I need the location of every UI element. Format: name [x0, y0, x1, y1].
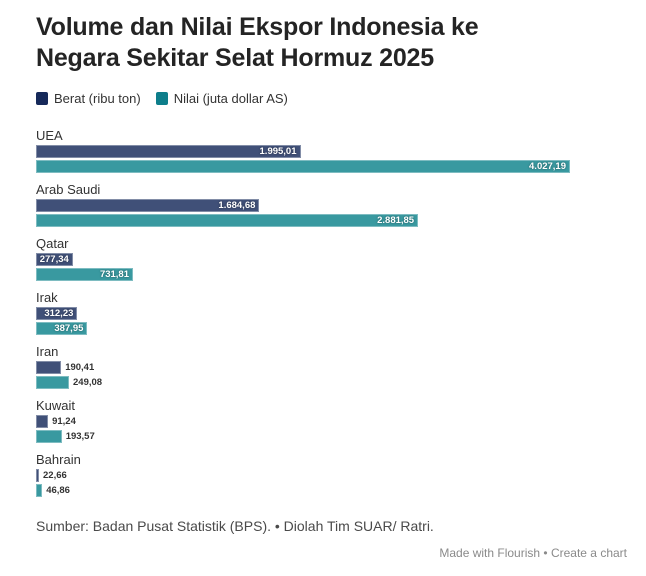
chart-row: Iran 190,41 249,08: [36, 344, 610, 389]
bar-track-berat: 190,41: [36, 361, 610, 374]
category-label: Arab Saudi: [36, 182, 101, 197]
bar-nilai[interactable]: 4.027,19: [36, 160, 570, 173]
bar-track-berat: 1.684,68: [36, 199, 610, 212]
create-a-chart-link[interactable]: Create a chart: [550, 546, 627, 560]
bar-track-nilai: 731,81: [36, 268, 610, 281]
value-label: 277,34: [39, 254, 69, 265]
flourish-credit: Made with Flourish • Create a chart: [36, 546, 627, 560]
bar-track-nilai: 249,08: [36, 376, 610, 389]
legend-item-berat[interactable]: Berat (ribu ton): [36, 91, 141, 106]
bar-track-nilai: 387,95: [36, 322, 610, 335]
value-label: 1.684,68: [218, 200, 256, 211]
category-label: Iran: [36, 344, 59, 359]
bar-berat[interactable]: 1.995,01: [36, 145, 301, 158]
source-note: Sumber: Badan Pusat Statistik (BPS). • D…: [36, 518, 434, 534]
bar-berat[interactable]: 1.684,68: [36, 199, 260, 212]
chart-row: Qatar 277,34 731,81: [36, 236, 610, 281]
bar-nilai[interactable]: 46,86: [36, 484, 70, 497]
category-label: Qatar: [36, 236, 69, 251]
value-label: 91,24: [52, 416, 76, 427]
bar-nilai[interactable]: 731,81: [36, 268, 133, 281]
bar-nilai[interactable]: 2.881,85: [36, 214, 419, 227]
category-label: Bahrain: [36, 452, 81, 467]
bar-track-berat: 312,23: [36, 307, 610, 320]
bar-berat[interactable]: 91,24: [36, 415, 76, 428]
chart-title: Volume dan Nilai Ekspor Indonesia ke Neg…: [36, 13, 479, 72]
bar-chart: UEA 1.995,01 4.027,19 Arab Saudi 1.684,68 2.8…: [36, 128, 610, 497]
bar-track-nilai: 46,86: [36, 484, 610, 497]
value-label: 312,23: [44, 308, 74, 319]
category-label: Kuwait: [36, 398, 76, 413]
value-label: 731,81: [99, 269, 129, 280]
value-label: 193,57: [65, 431, 95, 442]
legend: Berat (ribu ton) Nilai (juta dollar AS): [36, 91, 610, 106]
chart-row: Bahrain 22,66 46,86: [36, 452, 610, 497]
value-label: 1.995,01: [259, 146, 297, 157]
value-label: 387,95: [54, 323, 84, 334]
legend-item-nilai[interactable]: Nilai (juta dollar AS): [155, 91, 288, 106]
bar-berat[interactable]: 312,23: [36, 307, 78, 320]
chart-row: Irak 312,23 387,95: [36, 290, 610, 335]
legend-swatch-berat-icon: [36, 92, 48, 105]
category-label: UEA: [36, 128, 63, 143]
bar-track-berat: 1.995,01: [36, 145, 610, 158]
value-label: 190,41: [65, 362, 95, 373]
value-label: 2.881,85: [377, 215, 415, 226]
value-label: 22,66: [43, 470, 67, 481]
legend-label-nilai: Nilai (juta dollar AS): [173, 91, 288, 106]
bar-track-nilai: 2.881,85: [36, 214, 610, 227]
chart-row: Arab Saudi 1.684,68 2.881,85: [36, 182, 610, 227]
bar-track-nilai: 4.027,19: [36, 160, 610, 173]
credit-separator: •: [540, 546, 551, 560]
legend-swatch-nilai-icon: [155, 92, 168, 105]
made-with-flourish-link[interactable]: Made with Flourish: [439, 546, 541, 560]
value-label: 4.027,19: [529, 161, 566, 172]
bar-berat[interactable]: 277,34: [36, 253, 73, 266]
bar-track-nilai: 193,57: [36, 430, 610, 443]
bar-nilai[interactable]: 387,95: [36, 322, 88, 335]
bar-track-berat: 277,34: [36, 253, 610, 266]
bar-berat[interactable]: 22,66: [36, 469, 67, 482]
chart-row: UEA 1.995,01 4.027,19: [36, 128, 610, 173]
bar-nilai[interactable]: 249,08: [36, 376, 102, 389]
value-label: 249,08: [73, 377, 103, 388]
chart-row: Kuwait 91,24 193,57: [36, 398, 610, 443]
value-label: 46,86: [46, 485, 70, 496]
category-label: Irak: [36, 290, 58, 305]
bar-track-berat: 91,24: [36, 415, 610, 428]
bar-track-berat: 22,66: [36, 469, 610, 482]
legend-label-berat: Berat (ribu ton): [54, 91, 141, 106]
bar-berat[interactable]: 190,41: [36, 361, 94, 374]
bar-nilai[interactable]: 193,57: [36, 430, 95, 443]
